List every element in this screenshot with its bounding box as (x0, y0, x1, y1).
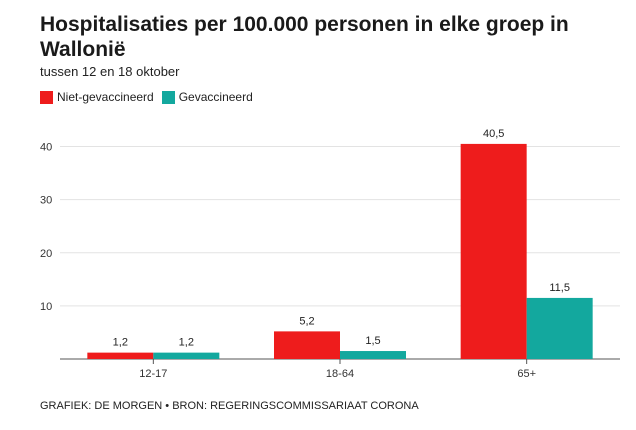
x-tick-label: 18-64 (326, 368, 354, 380)
legend-item-niet-gevaccineerd: Niet-gevaccineerd (40, 90, 154, 104)
y-tick-label: 30 (40, 195, 52, 207)
chart-subtitle: tussen 12 en 18 oktober (40, 64, 180, 79)
legend-swatch-niet-gevaccineerd (40, 90, 53, 104)
data-label: 1,2 (179, 337, 194, 349)
bar (526, 297, 593, 359)
bar (340, 351, 406, 359)
data-label: 40,5 (483, 128, 504, 140)
y-tick-label: 40 (40, 142, 52, 154)
bar (460, 143, 527, 359)
data-label: 5,2 (299, 315, 314, 327)
bars (87, 143, 593, 359)
legend-label-niet-gevaccineerd: Niet-gevaccineerd (57, 90, 154, 104)
legend: Niet-gevaccineerd Gevaccineerd (40, 90, 261, 104)
data-label: 11,5 (549, 282, 570, 294)
x-tick-label: 12-17 (139, 368, 167, 380)
legend-swatch-gevaccineerd (161, 90, 175, 104)
x-tick-label: 65+ (517, 368, 536, 380)
labels: 10 20 30 40 1,2 1,2 12-17 5,2 1,5 18-64 40,5 11,5 65… (40, 128, 570, 380)
data-label: 1,2 (113, 337, 128, 349)
data-label: 1,5 (365, 335, 380, 347)
bar (274, 331, 340, 359)
chart-title: Hospitalisaties per 100.000 personen in … (40, 13, 569, 61)
y-tick-label: 20 (40, 248, 52, 260)
bar (87, 352, 154, 359)
bar (153, 352, 220, 359)
y-tick-label: 10 (40, 301, 52, 313)
source-footer: GRAFIEK: DE MORGEN • BRON: REGERINGSCOMM… (40, 400, 419, 412)
legend-label-gevaccineerd: Gevaccineerd (178, 90, 253, 104)
legend-item-gevaccineerd: Gevaccineerd (161, 90, 253, 104)
